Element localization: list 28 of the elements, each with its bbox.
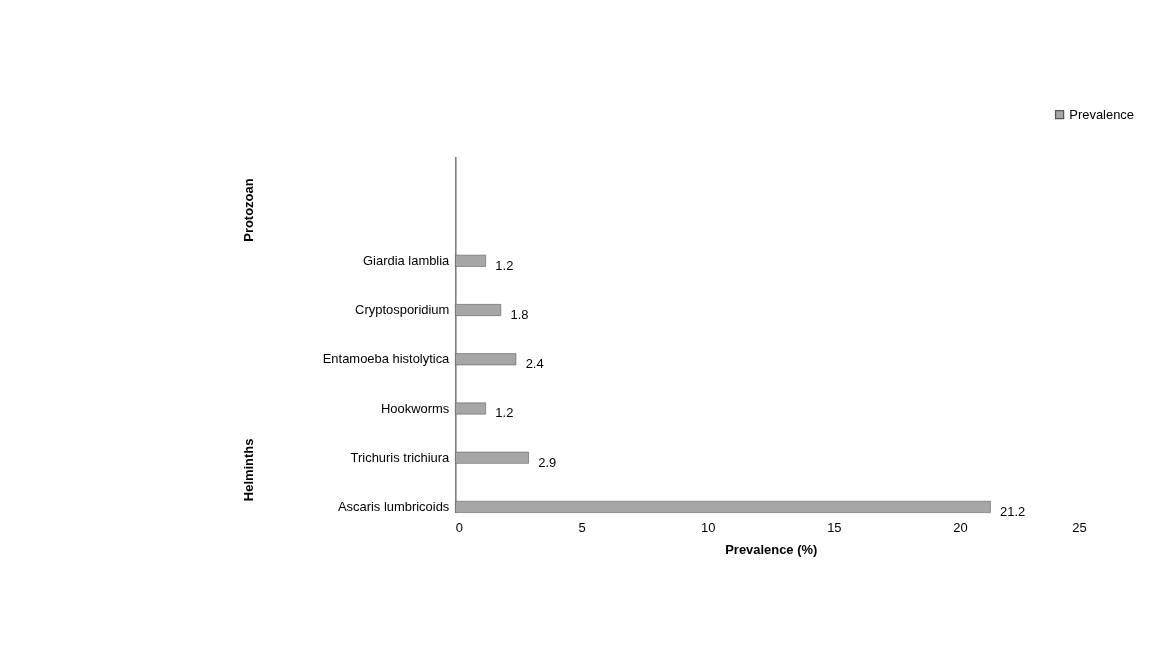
text: Protozoan [241,178,257,242]
y-tick-label: Giardia lamblia [363,252,451,268]
x-tick-label: 20 [953,519,968,535]
bar [455,500,991,513]
x-tick-label: 5 [578,519,586,535]
bar [455,254,486,267]
bar [455,353,517,366]
y-tick-label: Entamoeba histolytica [322,351,451,367]
data-label: 1.2 [495,257,514,273]
data-label: 2.4 [525,356,544,372]
x-tick-label: 10 [700,519,716,535]
y-tick-label: Trichuris trichiura [350,449,451,465]
x-tick-label: 0 [455,519,463,535]
text: Helminths [241,438,257,502]
data-label: 2.9 [538,454,557,470]
y-tick-label: Ascaris lumbricoids [337,498,450,514]
data-label: 21.2 [1000,503,1026,519]
x-axis-title: Prevalence (%) [725,542,818,558]
x-tick-label: 15 [827,519,842,535]
bar [455,402,486,415]
data-label: 1.8 [510,306,529,322]
bar [455,451,529,464]
y-tick-label: Hookworms [381,400,450,416]
legend-label: Prevalence [1069,106,1135,122]
data-label: 1.2 [495,405,514,421]
y-tick-label: Cryptosporidium [355,302,450,318]
bar [455,304,502,316]
x-tick-label: 25 [1072,519,1087,535]
